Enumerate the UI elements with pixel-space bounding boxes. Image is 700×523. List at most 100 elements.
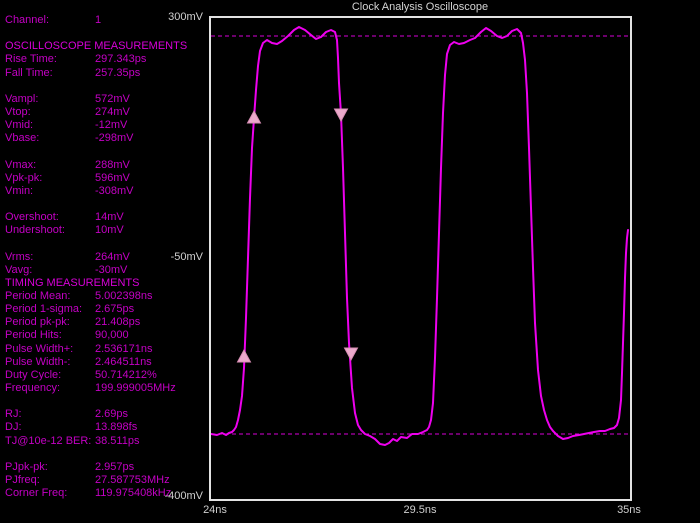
spacer: [5, 395, 207, 408]
measurement-value: 1: [95, 14, 102, 26]
measurement-row: Undershoot: 10mV: [5, 224, 207, 237]
measurement-value: -30mV: [95, 263, 128, 276]
chart-title: Clock Analysis Oscilloscope: [351, 1, 489, 13]
measurement-value: 2.675ps: [95, 303, 135, 316]
measurement-value: -308mV: [95, 184, 134, 197]
x-axis-label-mid: 29.5ns: [403, 504, 437, 516]
measurement-row: Period Mean: 5.002398ns: [5, 290, 207, 303]
measurement-value: 596mV: [95, 171, 130, 184]
measurement-row: Overshoot: 14mV: [5, 211, 207, 224]
measurement-row: PJfreq: 27.587753MHz: [5, 474, 207, 487]
measurement-row: Pulse Width-: 2.464511ns: [5, 356, 207, 369]
measurement-value: 257.35ps: [95, 66, 141, 79]
measurement-value: 2.69ps: [95, 408, 129, 421]
x-axis-label-right: 35ns: [617, 504, 641, 516]
spacer: [5, 237, 207, 250]
measurement-value: 5.002398ns: [95, 289, 153, 302]
measurement-label: Pulse Width+:: [5, 342, 74, 355]
measurement-label: Pulse Width-:: [5, 355, 71, 368]
measurement-value: 27.587753MHz: [95, 473, 170, 486]
measurement-label: Vtop:: [5, 105, 31, 118]
measurement-value: 264mV: [95, 250, 130, 263]
measurement-label: Corner Freq:: [5, 487, 68, 500]
section-header-text: OSCILLOSCOPE MEASUREMENTS: [5, 40, 188, 53]
measurement-label: Fall Time:: [5, 66, 53, 79]
measurement-label: Vampl:: [5, 92, 39, 105]
measurement-value: 2.464511ns: [95, 355, 152, 368]
falling-edge-marker-icon: [333, 108, 349, 123]
y-axis-label-bottom: -400mV: [164, 490, 203, 502]
measurement-row: Vmax: 288mV: [5, 159, 207, 172]
spacer: [5, 27, 207, 40]
measurement-label: PJpk-pk:: [5, 460, 48, 473]
measurement-value: 13.898fs: [95, 421, 138, 434]
measurement-value: 288mV: [95, 158, 130, 171]
measurement-row: Rise Time: 297.343ps: [5, 53, 207, 66]
y-axis-label-mid: -50mV: [170, 251, 203, 263]
measurement-row: Frequency: 199.999005MHz: [5, 382, 207, 395]
measurement-value: 90,000: [95, 329, 129, 342]
measurement-row: Period 1-sigma: 2.675ps: [5, 303, 207, 316]
measurement-label: Period Mean:: [5, 289, 71, 302]
measurement-row: Vmin: -308mV: [5, 185, 207, 198]
measurement-value: 274mV: [95, 105, 130, 118]
clock-waveform-trace: [211, 26, 629, 446]
measurement-value: 38.511ps: [95, 434, 140, 447]
measurement-value: 14mV: [95, 211, 124, 224]
section-header: OSCILLOSCOPE MEASUREMENTS: [5, 40, 207, 53]
measurement-label: Overshoot:: [5, 211, 59, 224]
measurement-row: Vmid: -12mV: [5, 119, 207, 132]
measurement-label: Vavg:: [5, 263, 33, 276]
measurement-label: Duty Cycle:: [5, 368, 62, 381]
measurement-row: RJ: 2.69ps: [5, 408, 207, 421]
section-header: TIMING MEASUREMENTS: [5, 277, 207, 290]
measurement-value: 119.975408kHz: [95, 487, 172, 500]
measurements-panel: Channel: 1 OSCILLOSCOPE MEASUREMENTS Rise T…: [5, 14, 207, 500]
rising-edge-marker-icon: [246, 109, 262, 124]
measurement-label: PJfreq:: [5, 473, 40, 486]
measurement-label: Frequency:: [5, 381, 61, 394]
x-axis-label-left: 24ns: [203, 504, 227, 516]
measurement-row: Vtop: 274mV: [5, 106, 207, 119]
measurement-label: Vpk-pk:: [5, 171, 43, 184]
measurement-row: DJ: 13.898fs: [5, 421, 207, 434]
measurement-row: Period Hits: 90,000: [5, 329, 207, 342]
measurement-value: 297.343ps: [95, 53, 147, 66]
measurement-label: TJ@10e-12 BER:: [5, 434, 92, 447]
measurement-value: 572mV: [95, 92, 130, 105]
measurement-label: Rise Time:: [5, 53, 57, 66]
measurement-row: Vampl: 572mV: [5, 93, 207, 106]
spacer: [5, 448, 207, 461]
measurement-label: Vmid:: [5, 119, 34, 132]
measurement-row: Fall Time: 257.35ps: [5, 67, 207, 80]
measurement-row: Period pk-pk: 21.408ps: [5, 316, 207, 329]
waveform-canvas: [211, 26, 630, 446]
measurement-value: 10mV: [95, 224, 124, 237]
measurement-row: Pulse Width+: 2.536171ns: [5, 343, 207, 356]
measurement-value: 50.714212%: [95, 368, 157, 381]
measurement-value: 199.999005MHz: [95, 381, 176, 394]
measurement-row: Duty Cycle: 50.714212%: [5, 369, 207, 382]
measurement-label: Channel:: [5, 14, 50, 26]
spacer: [5, 145, 207, 158]
falling-edge-marker-icon: [343, 347, 359, 362]
measurement-row: PJpk-pk: 2.957ps: [5, 461, 207, 474]
measurement-label: Undershoot:: [5, 224, 65, 237]
measurement-value: -298mV: [95, 132, 134, 145]
measurement-label: DJ:: [5, 421, 22, 434]
spacer: [5, 80, 207, 93]
measurement-label: Vbase:: [5, 132, 40, 145]
measurement-row: Vpk-pk: 596mV: [5, 172, 207, 185]
measurement-row: TJ@10e-12 BER: 38.511ps: [5, 435, 207, 448]
measurement-value: 21.408ps: [95, 316, 141, 329]
measurement-row: Channel: 1: [5, 14, 207, 27]
measurement-label: Period 1-sigma:: [5, 303, 83, 316]
measurement-label: Vmin:: [5, 184, 34, 197]
measurement-row: Vavg: -30mV: [5, 264, 207, 277]
measurement-label: Vmax:: [5, 158, 37, 171]
measurement-label: Period Hits:: [5, 329, 62, 342]
measurement-value: 2.536171ns: [95, 342, 153, 355]
measurement-value: 2.957ps: [95, 460, 135, 473]
rising-edge-marker-icon: [236, 348, 252, 363]
